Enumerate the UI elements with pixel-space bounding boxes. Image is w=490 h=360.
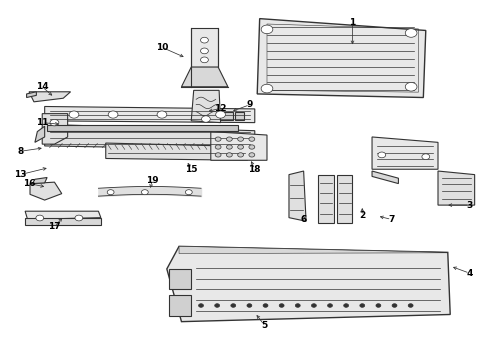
Text: 9: 9: [246, 100, 253, 109]
Polygon shape: [42, 114, 68, 144]
Circle shape: [215, 145, 221, 149]
Polygon shape: [211, 132, 267, 160]
Circle shape: [249, 153, 255, 157]
Polygon shape: [29, 92, 71, 102]
Text: 1: 1: [349, 18, 356, 27]
Text: 7: 7: [389, 215, 395, 224]
Text: 18: 18: [248, 165, 261, 174]
Polygon shape: [45, 107, 255, 123]
Circle shape: [249, 137, 255, 141]
Circle shape: [36, 215, 44, 221]
Circle shape: [263, 304, 268, 307]
Circle shape: [392, 304, 397, 307]
Circle shape: [405, 29, 417, 37]
Circle shape: [50, 120, 59, 126]
Circle shape: [238, 153, 244, 157]
Circle shape: [200, 57, 208, 63]
Text: 12: 12: [214, 104, 227, 113]
Circle shape: [157, 111, 167, 118]
Polygon shape: [25, 219, 101, 225]
Circle shape: [75, 215, 83, 221]
Text: 8: 8: [17, 147, 24, 156]
Polygon shape: [257, 19, 426, 98]
Circle shape: [108, 111, 118, 118]
Circle shape: [226, 145, 232, 149]
Polygon shape: [179, 246, 448, 253]
Circle shape: [215, 304, 220, 307]
Polygon shape: [191, 28, 218, 67]
Bar: [47, 125, 238, 131]
Circle shape: [107, 190, 114, 195]
Circle shape: [360, 304, 365, 307]
Circle shape: [198, 304, 203, 307]
Circle shape: [343, 304, 348, 307]
Text: 6: 6: [300, 215, 307, 224]
Polygon shape: [337, 175, 352, 223]
Circle shape: [376, 304, 381, 307]
Polygon shape: [26, 92, 36, 98]
Circle shape: [422, 154, 430, 159]
Circle shape: [295, 304, 300, 307]
Circle shape: [185, 190, 192, 195]
Polygon shape: [372, 171, 398, 184]
Polygon shape: [35, 126, 45, 142]
Polygon shape: [167, 246, 450, 321]
Circle shape: [238, 137, 244, 141]
Polygon shape: [181, 67, 228, 87]
Circle shape: [200, 37, 208, 43]
Text: 2: 2: [359, 211, 366, 220]
Text: 16: 16: [23, 179, 35, 188]
Text: 4: 4: [466, 269, 473, 278]
Polygon shape: [30, 182, 62, 200]
Polygon shape: [191, 90, 220, 123]
Circle shape: [312, 304, 317, 307]
Polygon shape: [438, 171, 475, 205]
Circle shape: [201, 116, 210, 122]
Circle shape: [405, 82, 417, 91]
Circle shape: [215, 137, 221, 141]
Circle shape: [238, 145, 244, 149]
Circle shape: [200, 48, 208, 54]
Circle shape: [231, 304, 236, 307]
Circle shape: [247, 304, 252, 307]
Circle shape: [142, 190, 148, 195]
Circle shape: [261, 25, 273, 34]
Circle shape: [226, 137, 232, 141]
Text: 11: 11: [36, 118, 49, 127]
Text: 17: 17: [48, 222, 61, 231]
Text: 19: 19: [146, 176, 158, 185]
Circle shape: [378, 152, 386, 158]
Circle shape: [279, 304, 284, 307]
Text: 3: 3: [466, 201, 473, 210]
Polygon shape: [318, 175, 334, 223]
Text: 5: 5: [262, 321, 268, 330]
Bar: [235, 112, 244, 120]
Polygon shape: [289, 171, 306, 221]
Circle shape: [249, 145, 255, 149]
Polygon shape: [25, 211, 101, 220]
Polygon shape: [106, 143, 247, 160]
Text: 13: 13: [14, 170, 26, 179]
Circle shape: [216, 111, 225, 118]
Bar: [218, 112, 233, 120]
Text: 10: 10: [156, 43, 168, 52]
Circle shape: [261, 84, 273, 93]
Text: 14: 14: [36, 82, 49, 91]
Circle shape: [328, 304, 332, 307]
Circle shape: [408, 304, 413, 307]
Circle shape: [226, 153, 232, 157]
Bar: [169, 296, 191, 316]
Bar: [169, 269, 191, 289]
Polygon shape: [45, 125, 255, 149]
Polygon shape: [372, 137, 438, 169]
Circle shape: [69, 111, 79, 118]
Circle shape: [215, 153, 221, 157]
Polygon shape: [32, 177, 47, 184]
Text: 15: 15: [185, 165, 197, 174]
